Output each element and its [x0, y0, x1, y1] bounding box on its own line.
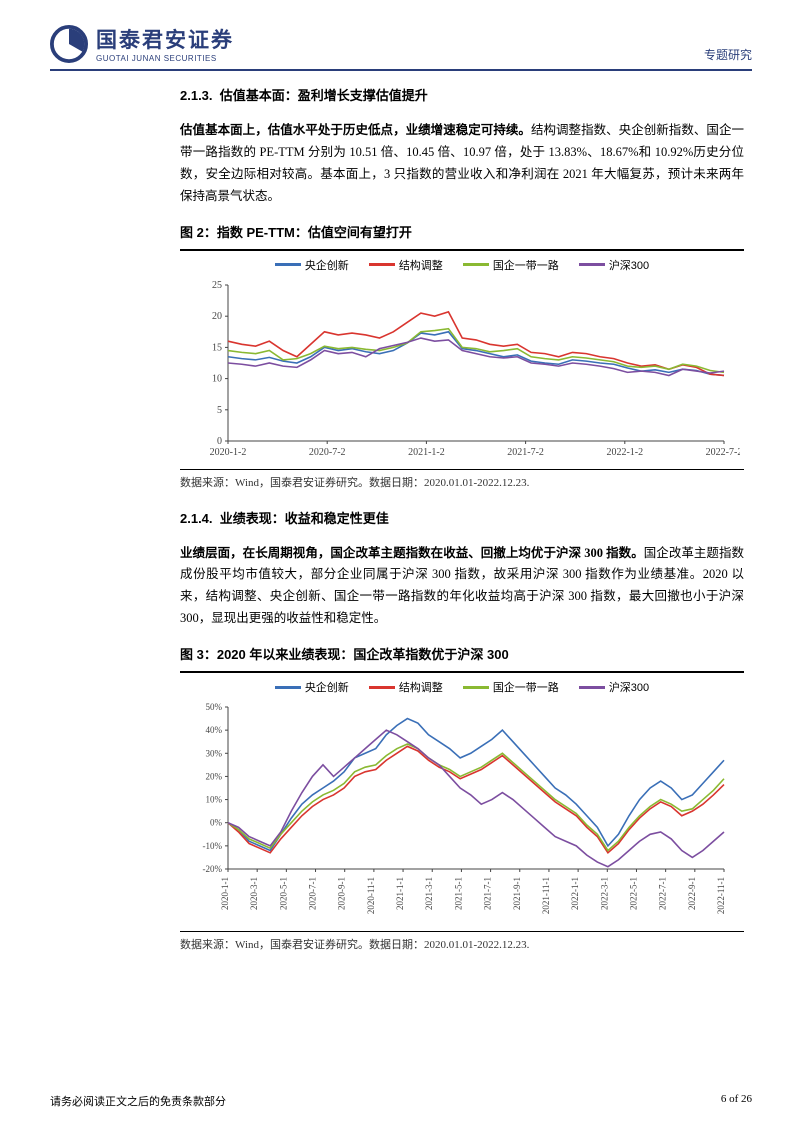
svg-text:-10%: -10% [203, 841, 223, 851]
svg-text:50%: 50% [206, 702, 223, 712]
svg-text:2020-9-1: 2020-9-1 [337, 877, 347, 910]
logo-text-en: GUOTAI JUNAN SECURITIES [96, 54, 234, 63]
svg-text:10%: 10% [206, 795, 223, 805]
fig3-title: 图 3：2020 年以来业绩表现：国企改革指数优于沪深 300 [180, 644, 744, 663]
svg-text:2021-5-1: 2021-5-1 [453, 877, 463, 910]
svg-text:2022-11-1: 2022-11-1 [716, 877, 726, 914]
svg-text:30%: 30% [206, 748, 223, 758]
svg-text:2021-9-1: 2021-9-1 [512, 877, 522, 910]
svg-text:25: 25 [212, 280, 222, 291]
svg-text:2022-3-1: 2022-3-1 [599, 877, 609, 910]
legend-item: 结构调整 [369, 257, 443, 273]
fig2-source: 数据来源：Wind，国泰君安证券研究。数据日期：2020.01.01-2022.… [180, 474, 744, 490]
fig2-title: 图 2：指数 PE-TTM：估值空间有望打开 [180, 222, 744, 241]
svg-text:15: 15 [212, 342, 222, 353]
svg-text:2022-7-2: 2022-7-2 [706, 447, 740, 458]
section-214-title: 2.1.4. 业绩表现：收益和稳定性更佳 [180, 508, 744, 527]
svg-text:10: 10 [212, 373, 222, 384]
section-213-body: 估值基本面上，估值水平处于历史低点，业绩增速稳定可持续。结构调整指数、央企创新指… [180, 120, 744, 208]
svg-text:2021-3-1: 2021-3-1 [424, 877, 434, 910]
svg-text:20: 20 [212, 311, 222, 322]
svg-text:0: 0 [217, 436, 222, 447]
legend-item: 国企一带一路 [463, 257, 559, 273]
footer-disclaimer: 请务必阅读正文之后的免责条款部分 [50, 1093, 226, 1109]
footer-pagenum: 6 of 26 [721, 1093, 752, 1109]
svg-text:2021-1-2: 2021-1-2 [408, 447, 445, 458]
svg-text:2022-1-2: 2022-1-2 [606, 447, 643, 458]
page-header: 国泰君安证券 GUOTAI JUNAN SECURITIES 专题研究 [50, 24, 752, 71]
svg-text:2021-11-1: 2021-11-1 [541, 877, 551, 914]
section-214-body: 业绩层面，在长周期视角，国企改革主题指数在收益、回撤上均优于沪深 300 指数。… [180, 543, 744, 631]
svg-text:2020-7-2: 2020-7-2 [309, 447, 346, 458]
svg-text:2020-1-2: 2020-1-2 [210, 447, 247, 458]
svg-text:2022-1-1: 2022-1-1 [570, 877, 580, 910]
svg-text:-20%: -20% [203, 864, 223, 874]
svg-text:2022-7-1: 2022-7-1 [658, 877, 668, 910]
svg-text:2021-7-2: 2021-7-2 [507, 447, 544, 458]
svg-text:2020-3-1: 2020-3-1 [249, 877, 259, 910]
svg-text:2022-9-1: 2022-9-1 [687, 877, 697, 910]
svg-text:2020-5-1: 2020-5-1 [278, 877, 288, 910]
logo-area: 国泰君安证券 GUOTAI JUNAN SECURITIES [50, 24, 234, 63]
legend-item: 央企创新 [275, 679, 349, 695]
fig3-legend: 央企创新 结构调整 国企一带一路 沪深300 [184, 679, 740, 695]
svg-text:2020-7-1: 2020-7-1 [308, 877, 318, 910]
fig3-source: 数据来源：Wind，国泰君安证券研究。数据日期：2020.01.01-2022.… [180, 936, 744, 952]
logo-icon [50, 25, 88, 63]
logo-text-cn: 国泰君安证券 [96, 29, 234, 52]
section-213-title: 2.1.3. 估值基本面：盈利增长支撑估值提升 [180, 85, 744, 104]
svg-text:2021-1-1: 2021-1-1 [395, 877, 405, 910]
svg-text:2021-7-1: 2021-7-1 [483, 877, 493, 910]
svg-text:40%: 40% [206, 725, 223, 735]
svg-text:5: 5 [217, 404, 222, 415]
legend-item: 沪深300 [579, 257, 649, 273]
legend-item: 结构调整 [369, 679, 443, 695]
fig2-svg: 0 5 10 15 20 25 2020-1-2 2020-7-2 2021-1-2 2021-7… [184, 279, 740, 463]
svg-text:2020-1-1: 2020-1-1 [220, 877, 230, 910]
fig2-chart: 央企创新 结构调整 国企一带一路 沪深300 0 5 10 15 20 25 2020-1-2 20… [180, 249, 744, 470]
page-footer: 请务必阅读正文之后的免责条款部分 6 of 26 [50, 1093, 752, 1109]
svg-text:2022-5-1: 2022-5-1 [628, 877, 638, 910]
legend-item: 国企一带一路 [463, 679, 559, 695]
fig2-legend: 央企创新 结构调整 国企一带一路 沪深300 [184, 257, 740, 273]
svg-text:20%: 20% [206, 771, 223, 781]
svg-text:0%: 0% [210, 818, 223, 828]
fig3-svg: -20% -10% 0% 10% 20% 30% 40% 50% 2020-1-1 2020-3-… [184, 701, 740, 925]
header-category: 专题研究 [704, 46, 752, 63]
legend-item: 沪深300 [579, 679, 649, 695]
legend-item: 央企创新 [275, 257, 349, 273]
svg-text:2020-11-1: 2020-11-1 [366, 877, 376, 914]
fig3-chart: 央企创新 结构调整 国企一带一路 沪深300 -20% -10% 0% 10% 20% 30% 4… [180, 671, 744, 932]
